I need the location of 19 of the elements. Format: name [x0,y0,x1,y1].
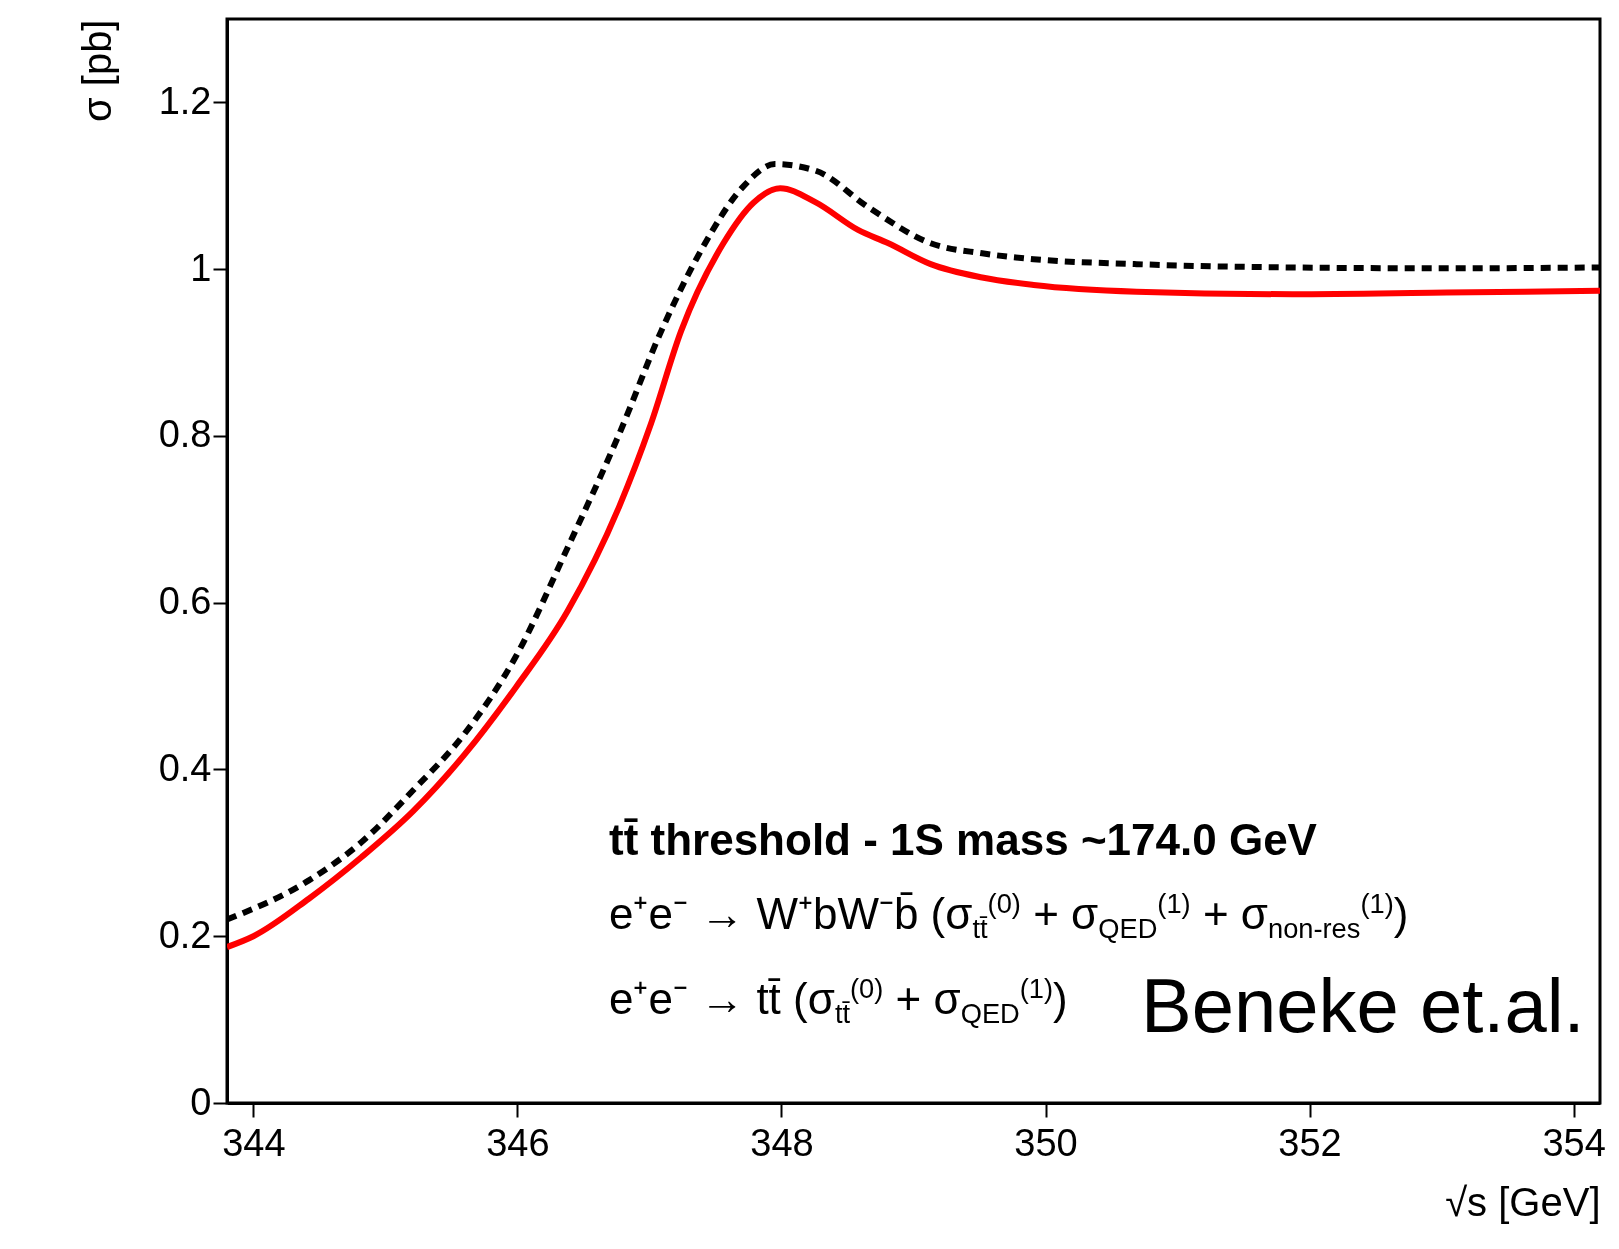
x-tick-label: 348 [750,1121,814,1164]
text: e⁺e⁻ → W⁺bW⁻b̄ (σ$_{tt̄}$$^{(0)}$ + σ$_{QED}$$^{(1)}$ + σ$_{non-res}$$^{(1)}$) [609,888,1409,945]
y-axis-title: σ [pb] [74,19,119,123]
x-tick-label: 344 [222,1121,286,1164]
y-tick-label: 1 [190,246,212,289]
x-axis-title: √s [GeV] [1445,1179,1601,1224]
annotation: Beneke et.al. [1141,963,1585,1048]
x-tick-label: 352 [1278,1121,1342,1164]
y-tick-label: 1.2 [158,79,212,122]
y-tick-label: 0.2 [158,913,212,956]
annotation: tt̄ threshold - 1S mass ~174.0 GeV [609,815,1317,864]
x-tick-label: 350 [1014,1121,1078,1164]
x-tick-label: 346 [486,1121,550,1164]
y-tick-label: 0 [190,1080,212,1123]
y-tick-label: 0.4 [158,746,212,789]
y-tick-label: 0.8 [158,413,212,456]
x-tick-label: 354 [1542,1121,1606,1164]
annotation: e⁺e⁻ → tt̄ (σ$_{tt̄}$$^{(0)}$ + σ$_{QED}$$^{(1)}$) [609,973,1068,1030]
y-tick-label: 0.6 [158,580,212,623]
